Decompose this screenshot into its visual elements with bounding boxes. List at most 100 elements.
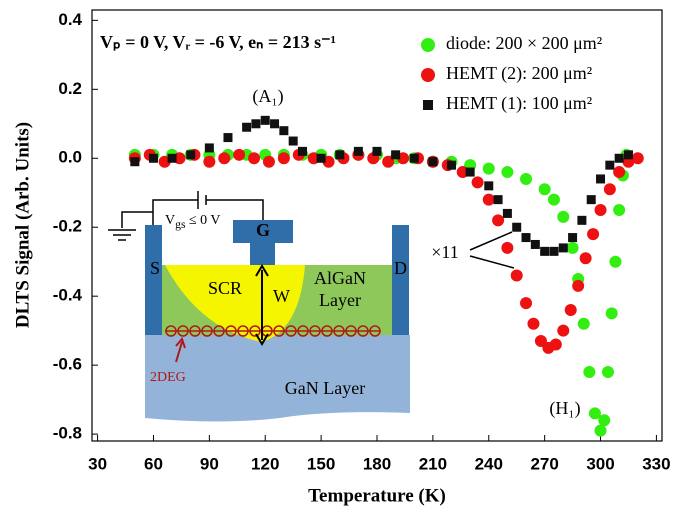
point bbox=[149, 154, 158, 163]
y-tick-label: -0.4 bbox=[53, 286, 83, 305]
point bbox=[223, 133, 232, 142]
point bbox=[494, 195, 503, 204]
x-tick-label: 180 bbox=[363, 454, 391, 473]
legend-marker bbox=[423, 100, 433, 110]
point bbox=[466, 168, 475, 177]
point bbox=[242, 123, 251, 132]
point bbox=[251, 119, 260, 128]
drain-label: D bbox=[394, 258, 407, 278]
point bbox=[577, 216, 586, 225]
point bbox=[233, 149, 245, 161]
x-tick-label: 330 bbox=[642, 454, 670, 473]
point bbox=[483, 163, 495, 175]
gate-label: G bbox=[256, 220, 270, 240]
point bbox=[483, 194, 495, 206]
point bbox=[391, 150, 400, 159]
point bbox=[587, 195, 596, 204]
point bbox=[186, 150, 195, 159]
x-tick-label: 270 bbox=[530, 454, 558, 473]
point bbox=[615, 154, 624, 163]
point bbox=[522, 233, 531, 242]
x-tick-label: 150 bbox=[307, 454, 335, 473]
point bbox=[270, 119, 279, 128]
point bbox=[604, 183, 616, 195]
point bbox=[559, 243, 568, 252]
algan-label: AlGaN bbox=[314, 268, 366, 288]
point bbox=[447, 161, 456, 170]
chart: 3060901201501802102402703003300.40.20.0-… bbox=[0, 0, 683, 512]
point bbox=[605, 161, 614, 170]
gan-label: GaN Layer bbox=[285, 378, 365, 398]
x-tick-label: 60 bbox=[144, 454, 163, 473]
vgs-label: Vgs ≤ 0 V bbox=[165, 213, 235, 231]
legend-label: HEMT (1): 100 μm² bbox=[446, 93, 592, 114]
point bbox=[428, 157, 437, 166]
point bbox=[632, 152, 644, 164]
point bbox=[595, 204, 607, 216]
x-tick-label: 300 bbox=[586, 454, 614, 473]
point bbox=[484, 181, 493, 190]
point bbox=[205, 143, 214, 152]
2deg-label: 2DEG bbox=[150, 370, 186, 385]
point bbox=[567, 242, 579, 254]
drain-contact bbox=[392, 225, 409, 335]
y-axis-title: DLTS Signal (Arb. Units) bbox=[12, 122, 33, 328]
inset-diagram: S G D SCR W AlGaN Layer GaN Layer 2DEG bbox=[108, 191, 410, 422]
vgs-box: Vgs ≤ 0 V bbox=[165, 213, 235, 235]
algan-label: Layer bbox=[319, 290, 361, 310]
point bbox=[583, 366, 595, 378]
point bbox=[503, 209, 512, 218]
y-tick-label: -0.2 bbox=[53, 217, 82, 236]
point bbox=[557, 211, 569, 223]
point bbox=[261, 116, 270, 125]
x-tick-label: 210 bbox=[419, 454, 447, 473]
point bbox=[289, 137, 298, 146]
legend-label: diode: 200 × 200 μm² bbox=[446, 33, 602, 53]
point bbox=[130, 157, 139, 166]
point bbox=[565, 304, 577, 316]
point bbox=[548, 194, 560, 206]
conditions: Vₚ = 0 V, Vᵣ = -6 V, eₙ = 213 s⁻¹ bbox=[100, 32, 336, 52]
point bbox=[613, 204, 625, 216]
point bbox=[609, 256, 621, 268]
point bbox=[613, 166, 625, 178]
point bbox=[540, 247, 549, 256]
point bbox=[203, 156, 215, 168]
point bbox=[602, 366, 614, 378]
point bbox=[501, 166, 513, 178]
point bbox=[580, 252, 592, 264]
point bbox=[549, 247, 558, 256]
h1-label: (H₁) bbox=[549, 398, 580, 419]
a1-label: (A₁) bbox=[252, 86, 283, 107]
w-label: W bbox=[273, 286, 290, 306]
point bbox=[472, 176, 484, 188]
point bbox=[587, 228, 599, 240]
legend-marker bbox=[421, 68, 435, 82]
y-tick-label: 0.4 bbox=[58, 10, 82, 29]
point bbox=[520, 297, 532, 309]
point bbox=[572, 280, 584, 292]
point bbox=[578, 318, 590, 330]
legend-label: HEMT (2): 200 μm² bbox=[446, 63, 592, 84]
point bbox=[596, 174, 605, 183]
x-tick-label: 240 bbox=[475, 454, 503, 473]
point bbox=[595, 425, 607, 437]
gate-stem bbox=[250, 243, 275, 265]
point bbox=[527, 318, 539, 330]
x-tick-label: 90 bbox=[200, 454, 219, 473]
point bbox=[278, 152, 290, 164]
point bbox=[263, 156, 275, 168]
source-label: S bbox=[150, 258, 160, 278]
x-axis-title: Temperature (K) bbox=[308, 485, 446, 506]
legend-marker bbox=[421, 38, 435, 52]
scr-label: SCR bbox=[208, 278, 242, 298]
x11-label: ×11 bbox=[431, 242, 458, 262]
point bbox=[512, 223, 521, 232]
y-tick-label: -0.6 bbox=[53, 355, 82, 374]
point bbox=[218, 152, 230, 164]
point bbox=[550, 338, 562, 350]
point bbox=[531, 240, 540, 249]
point bbox=[248, 152, 260, 164]
point bbox=[568, 233, 577, 242]
point bbox=[606, 307, 618, 319]
